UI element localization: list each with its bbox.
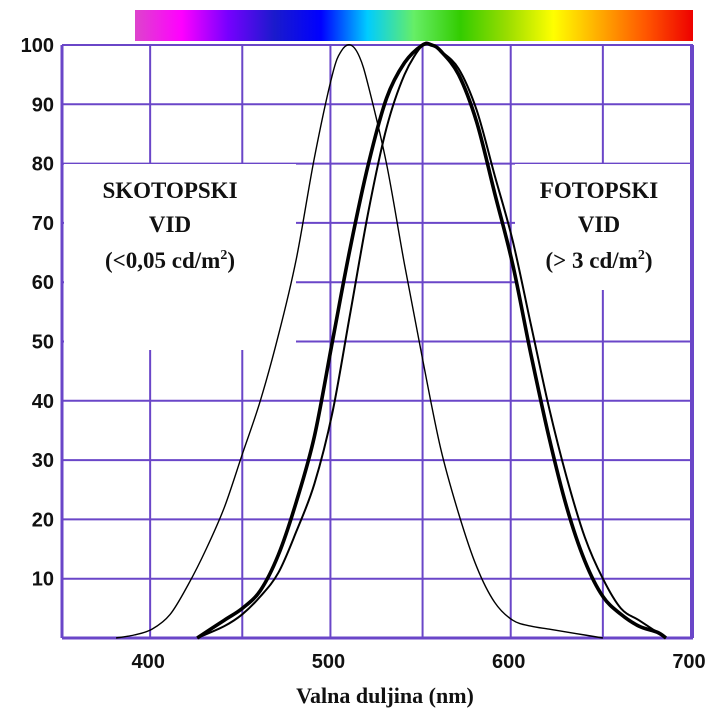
scotopic-subtitle: VID <box>149 212 191 237</box>
y-tick-label: 40 <box>32 391 54 413</box>
x-tick-label: 600 <box>492 651 525 673</box>
photopic-luminance: (> 3 cd/m2) <box>546 248 653 273</box>
scotopic-luminance-sup: 2 <box>220 248 227 263</box>
y-tick-label: 100 <box>21 35 54 57</box>
photopic-luminance-text: (> 3 cd/m <box>546 248 638 273</box>
scotopic-luminance: (<0,05 cd/m2) <box>105 248 235 273</box>
y-tick-label: 30 <box>32 450 54 472</box>
y-tick-label: 70 <box>32 213 54 235</box>
scotopic-luminance-text: (<0,05 cd/m <box>105 248 220 273</box>
x-tick-label: 400 <box>131 651 164 673</box>
x-tick-label: 500 <box>312 651 345 673</box>
scotopic-title: SKOTOPSKI <box>102 178 237 203</box>
series-line-medium <box>196 41 667 639</box>
scotopic-label-box <box>64 164 296 350</box>
photopic-luminance-close: ) <box>645 248 653 273</box>
scotopic-luminance-close: ) <box>227 248 235 273</box>
photopic-subtitle: VID <box>578 212 620 237</box>
y-tick-label: 50 <box>32 332 54 354</box>
photopic-label-box <box>515 164 690 290</box>
spectrum-bar <box>135 10 693 41</box>
photopic-title: FOTOPSKI <box>540 178 658 203</box>
tick-labels: 10 20 30 40 50 60 70 80 90 100 400 500 600 700 <box>21 35 706 673</box>
y-tick-label: 80 <box>32 154 54 176</box>
curves <box>115 41 668 640</box>
photopic-luminance-sup: 2 <box>638 248 645 263</box>
y-tick-label: 10 <box>32 569 54 591</box>
series-line-thin <box>115 44 604 639</box>
y-tick-label: 90 <box>32 94 54 116</box>
x-axis-label: Valna duljina (nm) <box>296 683 474 708</box>
x-tick-label: 700 <box>672 651 705 673</box>
y-tick-label: 60 <box>32 272 54 294</box>
y-tick-label: 20 <box>32 509 54 531</box>
